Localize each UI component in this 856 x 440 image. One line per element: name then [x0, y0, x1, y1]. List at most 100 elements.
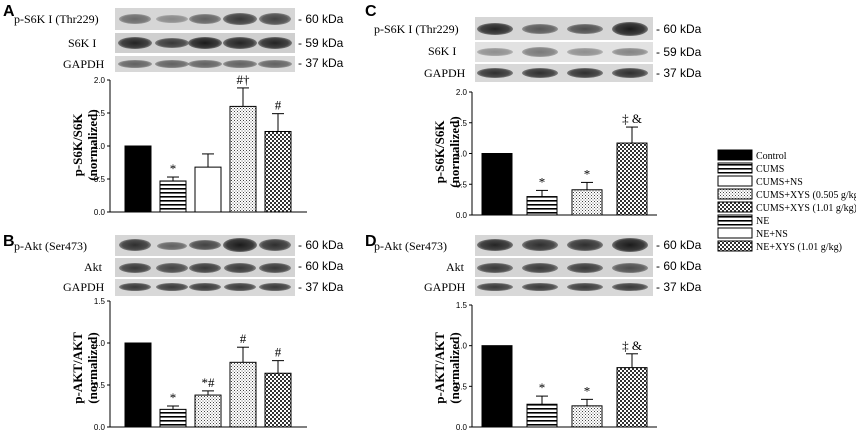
blot-label-b-3: GAPDH: [63, 280, 105, 294]
significance-c-2: *: [539, 174, 546, 189]
blot-label-d-2: Akt: [446, 260, 465, 274]
ylabel-a-2: (normalized): [85, 109, 100, 180]
bar-b-1: [124, 342, 152, 428]
significance-b-5: #: [275, 345, 282, 360]
blot-label-c-2: S6K I: [428, 44, 456, 58]
kda-a-3: - 37 kDa: [298, 56, 344, 70]
blot-label-d-1: p-Akt (Ser473): [374, 239, 447, 253]
bar-a-3: [194, 166, 222, 213]
y-tick-label-a: 0.0: [94, 208, 106, 217]
legend-label-6: NE: [756, 216, 769, 227]
legend-label-2: CUMS: [756, 164, 784, 175]
y-tick-label-c: 2.0: [456, 88, 468, 97]
legend-swatch-3: [717, 175, 753, 187]
bar-b-4: [229, 361, 257, 428]
ylabel-b-1: p-AKT/AKT: [70, 332, 85, 404]
ylabel-d-2: (normalized): [447, 332, 462, 403]
plot-d: 0.0 0.5 1.0 1.5 * * ‡ &: [456, 301, 657, 432]
legend-label-8: NE+XYS (1.01 g/kg): [756, 242, 842, 253]
blot-d-1: [475, 235, 653, 256]
blot-c-2: [475, 42, 653, 62]
panel-c-letter: C: [365, 3, 377, 20]
kda-d-3: - 37 kDa: [656, 280, 702, 294]
legend-swatch-7: [717, 227, 753, 239]
y-tick-label-d: 0.5: [456, 382, 468, 391]
significance-d-2: *: [539, 380, 546, 395]
legend-swatch-1: [717, 149, 753, 161]
kda-a-1: - 60 kDa: [298, 12, 344, 26]
plot-a: 0.0 0.5 1.0 1.5 2.0 * #† #: [94, 72, 307, 217]
bar-a-2: [159, 180, 187, 213]
kda-b-1: - 60 kDa: [298, 238, 344, 252]
plot-c: 0.0 0.5 1.0 1.5 2.0 * * ‡ &: [456, 88, 657, 220]
panel-c: C p-S6K I (Thr229) S6K I GAPDH - 60 kDa …: [365, 3, 702, 220]
bar-d-3: [571, 405, 603, 428]
significance-b-2: *: [170, 390, 177, 405]
bar-a-4: [229, 105, 257, 213]
y-tick-label-a: 0.5: [94, 175, 106, 184]
blot-c-1: [475, 17, 653, 40]
y-tick-label-b: 0.5: [94, 381, 106, 390]
panel-d-letter: D: [365, 233, 377, 250]
bar-d-1: [481, 345, 513, 428]
blot-label-d-3: GAPDH: [424, 280, 466, 294]
legend-label-7: NE+NS: [756, 229, 788, 240]
kda-c-3: - 37 kDa: [656, 66, 702, 80]
kda-b-2: - 60 kDa: [298, 259, 344, 273]
ylabel-a-1: p-S6K/S6K: [70, 113, 85, 177]
blot-label-a-3: GAPDH: [63, 57, 105, 71]
panel-b-letter: B: [3, 233, 15, 250]
significance-c-4: ‡ &: [622, 111, 642, 126]
ylabel-d-1: p-AKT/AKT: [432, 332, 447, 404]
blot-label-b-2: Akt: [84, 260, 103, 274]
bar-d-2: [526, 403, 558, 428]
significance-c-3: *: [584, 166, 591, 181]
bar-b-2: [159, 408, 187, 428]
significance-a-5: #: [275, 98, 282, 113]
blot-d-3: [475, 279, 653, 296]
panel-b: B p-Akt (Ser473) Akt GAPDH - 60 kDa - 60…: [3, 233, 344, 432]
significance-d-3: *: [584, 383, 591, 398]
kda-c-1: - 60 kDa: [656, 22, 702, 36]
blot-label-c-1: p-S6K I (Thr229): [374, 22, 459, 36]
legend-swatch-8: [717, 240, 753, 252]
kda-d-2: - 60 kDa: [656, 259, 702, 273]
bar-b-5: [264, 372, 292, 428]
bar-a-5: [264, 130, 292, 213]
significance-b-4: #: [240, 331, 247, 346]
significance-d-4: ‡ &: [622, 338, 642, 353]
ylabel-c-2: (normalized): [447, 116, 462, 187]
kda-c-2: - 59 kDa: [656, 45, 702, 59]
legend-label-5: CUMS+XYS (1.01 g/kg): [756, 203, 856, 214]
legend-swatch-6: [717, 214, 753, 226]
blot-label-b-1: p-Akt (Ser473): [14, 239, 87, 253]
y-tick-label-b: 1.5: [94, 297, 106, 306]
y-tick-label-b: 0.0: [94, 423, 106, 432]
kda-d-1: - 60 kDa: [656, 238, 702, 252]
significance-b-3: *#: [202, 375, 216, 390]
bar-b-3: [194, 394, 222, 428]
bar-c-1: [481, 153, 513, 216]
y-tick-label-c: 0.0: [456, 211, 468, 220]
y-tick-label-d: 0.0: [456, 423, 468, 432]
significance-a-2: *: [170, 161, 177, 176]
legend-label-1: Control: [756, 151, 787, 162]
y-tick-label-a: 2.0: [94, 76, 106, 85]
bar-c-4: [616, 142, 648, 216]
significance-a-4: #†: [237, 72, 251, 87]
bar-a-1: [124, 145, 152, 213]
legend-swatch-2: [717, 162, 753, 174]
y-tick-label-c: 0.5: [456, 180, 468, 189]
blot-label-c-3: GAPDH: [424, 66, 466, 80]
legend-swatch-4: [717, 188, 753, 200]
blot-label-a-2: S6K I: [68, 36, 96, 50]
legend-label-3: CUMS+NS: [756, 177, 803, 188]
ylabel-c-1: p-S6K/S6K: [432, 120, 447, 184]
y-tick-label-d: 1.0: [456, 342, 468, 351]
y-tick-label-d: 1.5: [456, 301, 468, 310]
panel-a-letter: A: [3, 3, 15, 20]
blot-d-2: [475, 258, 653, 277]
legend-label-4: CUMS+XYS (0.505 g/kg): [756, 190, 856, 201]
y-tick-label-a: 1.0: [94, 142, 106, 151]
